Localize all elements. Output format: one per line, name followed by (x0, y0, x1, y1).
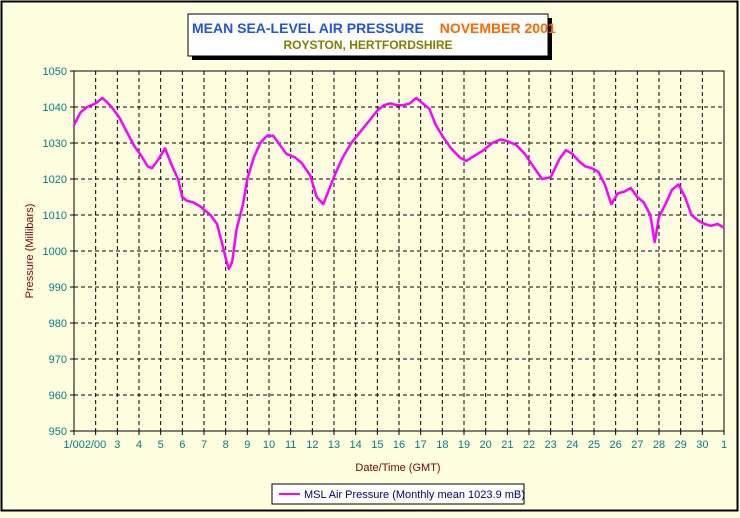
x-tick-label: 4 (136, 439, 142, 451)
x-tick-label: 25 (588, 439, 600, 451)
x-tick-label: 11 (285, 439, 296, 451)
x-tick-label: 29 (675, 439, 687, 451)
y-tick-label: 1020 (43, 174, 67, 186)
chart-title-period: NOVEMBER 2001 (440, 20, 556, 36)
y-tick-label: 970 (49, 354, 67, 366)
chart-title-main: MEAN SEA-LEVEL AIR PRESSURE (192, 20, 424, 36)
series-layer (72, 96, 725, 271)
x-axis-ticks: 1/002/00 3 4 5 6 7 8 9 10 11 12 13 14 15 16 17 18 19 20 21 2… (63, 431, 727, 451)
y-axis-title: Pressure (Millibars) (24, 204, 36, 299)
grid (74, 71, 724, 431)
y-tick-label: 950 (49, 426, 67, 438)
x-tick-label: 1/002/00 (63, 439, 106, 451)
x-tick-label: 17 (415, 439, 427, 451)
x-tick-label: 28 (653, 439, 665, 451)
y-tick-label: 980 (49, 318, 67, 330)
x-tick-label: 22 (523, 439, 535, 451)
x-tick-label: 5 (158, 439, 164, 451)
x-tick-label: 3 (114, 439, 120, 451)
x-tick-label: 9 (244, 439, 250, 451)
x-tick-label: 8 (223, 439, 229, 451)
title-box (187, 13, 549, 57)
y-axis-ticks: 950 960 970 980 990 1000 1010 1020 1030 1040 1050 (43, 66, 74, 438)
y-tick-label: 1040 (43, 102, 67, 114)
legend-box (271, 483, 525, 505)
y-tick-label: 1010 (43, 210, 67, 222)
x-tick-label: 23 (545, 439, 557, 451)
y-tick-label: 990 (49, 282, 67, 294)
x-tick-label: 14 (350, 439, 362, 451)
chart-title: MEAN SEA-LEVEL AIR PRESSURE NOVEMBER 200… (192, 20, 556, 36)
x-tick-label: 30 (696, 439, 708, 451)
x-tick-label: 21 (501, 439, 513, 451)
x-tick-label: 19 (458, 439, 470, 451)
x-tick-label: 1 (721, 439, 727, 451)
series-line (72, 96, 725, 271)
y-tick-label: 1050 (43, 66, 67, 78)
chart-subtitle: ROYSTON, HERTFORDSHIRE (283, 38, 452, 52)
x-tick-label: 24 (566, 439, 578, 451)
x-tick-label: 10 (263, 439, 275, 451)
x-tick-label: 6 (179, 439, 185, 451)
x-tick-label: 27 (631, 439, 643, 451)
y-tick-label: 1000 (43, 246, 67, 258)
x-tick-label: 16 (393, 439, 405, 451)
x-tick-label: 18 (436, 439, 448, 451)
x-tick-label: 12 (306, 439, 318, 451)
x-tick-label: 15 (371, 439, 383, 451)
x-axis-title: Date/Time (GMT) (355, 462, 440, 474)
x-tick-label: 20 (480, 439, 492, 451)
x-tick-label: 7 (201, 439, 207, 451)
legend-label: MSL Air Pressure (Monthly mean 1023.9 mB… (304, 489, 525, 501)
x-tick-label: 13 (328, 439, 340, 451)
y-tick-label: 960 (49, 390, 67, 402)
x-tick-label: 26 (610, 439, 622, 451)
y-tick-label: 1030 (43, 138, 67, 150)
